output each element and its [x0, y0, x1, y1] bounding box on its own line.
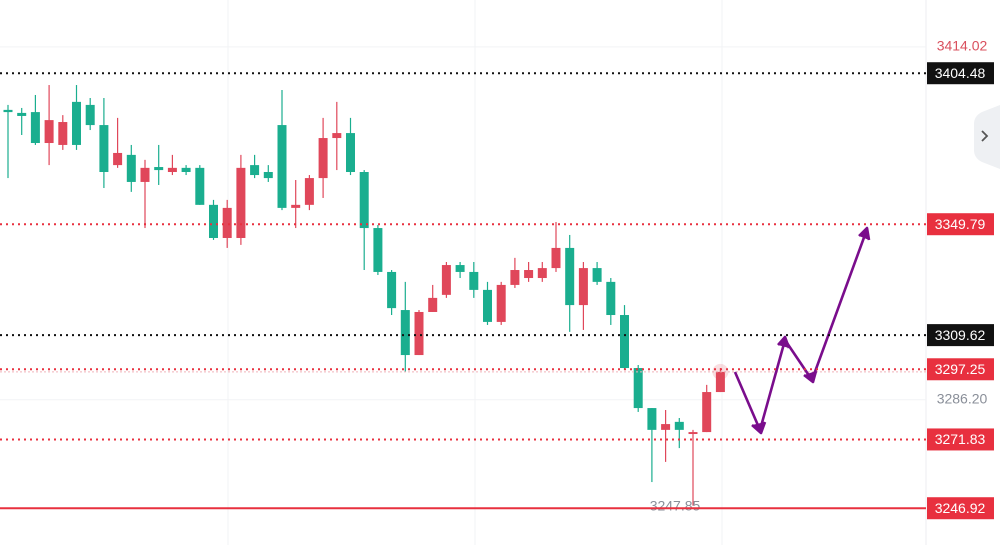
level-label: 3246.92: [935, 500, 986, 516]
candle-body: [469, 271, 479, 290]
candle-body: [455, 265, 465, 272]
candle-body: [387, 271, 397, 309]
candle-body: [113, 152, 123, 166]
candle-body: [30, 112, 40, 144]
candle-body: [17, 112, 27, 116]
candle-body: [332, 133, 342, 139]
candle-body: [551, 247, 561, 269]
candle-body: [688, 432, 698, 435]
candle-body: [126, 154, 136, 182]
candle-body: [414, 311, 424, 356]
candle-body: [496, 284, 506, 322]
candle-body: [483, 289, 492, 322]
plot: 3414.02 3286.20 3247.85: [0, 38, 988, 513]
candle-body: [592, 268, 602, 282]
arrowhead: [858, 226, 871, 241]
candle-body: [633, 368, 643, 409]
level-label-bg: [927, 497, 994, 520]
candle-body: [58, 122, 68, 145]
candle-body: [154, 167, 164, 171]
candle-body: [606, 281, 616, 316]
candle-body: [181, 167, 191, 173]
candle-body: [167, 167, 177, 173]
level-label: 3349.79: [935, 216, 986, 232]
candle-body: [346, 133, 355, 173]
level-label: 3297.25: [935, 361, 986, 377]
candle-body: [44, 120, 54, 144]
y-tick-label: 3286.20: [937, 390, 988, 406]
candle-body: [318, 138, 328, 179]
candle-body: [250, 165, 260, 176]
level-label: 3271.83: [935, 431, 986, 447]
level-label-bg: [927, 358, 994, 381]
candle-body: [702, 392, 712, 433]
candle-body: [565, 247, 575, 306]
candle-body: [209, 204, 218, 238]
candle-body: [510, 270, 520, 285]
y-tick-label: 3414.02: [937, 38, 988, 54]
candle-body: [195, 167, 205, 205]
candle-body: [428, 297, 438, 312]
candle-body: [277, 125, 287, 208]
level-label-bg: [927, 324, 994, 347]
last-price-glow: [712, 363, 729, 380]
candle-body: [661, 424, 671, 430]
candle-body: [674, 421, 684, 430]
arrowhead: [751, 421, 767, 435]
candle-body: [236, 167, 246, 238]
low-annotation: 3247.85: [650, 497, 701, 513]
arrowhead: [803, 370, 818, 384]
candle-body: [537, 268, 547, 279]
forecast-arrows: [733, 226, 871, 435]
candle-body: [222, 207, 232, 238]
candle-body: [140, 167, 150, 182]
candle-body: [85, 104, 95, 126]
level-label: 3309.62: [935, 327, 986, 343]
candle-body: [72, 101, 81, 145]
candle-body: [99, 125, 109, 173]
candle-body: [304, 178, 314, 205]
candle-body: [359, 172, 369, 229]
candle-body: [3, 109, 13, 113]
candle-body: [373, 228, 383, 272]
candle-body: [578, 268, 588, 306]
candle-body: [620, 315, 629, 369]
candle-body: [291, 204, 301, 208]
candle-body: [441, 265, 451, 295]
candle-body: [524, 270, 534, 279]
candle-body: [263, 172, 273, 179]
level-label-bg: [927, 62, 994, 85]
candle-body: [400, 310, 410, 356]
level-label-bg: [927, 213, 994, 236]
candle-body: [715, 371, 725, 393]
arrowhead: [777, 335, 791, 349]
chevron-icon[interactable]: [981, 130, 989, 142]
level-label: 3404.48: [935, 65, 986, 81]
expand-tab[interactable]: [974, 105, 1000, 169]
level-label-bg: [927, 428, 994, 451]
candle-body: [647, 408, 657, 430]
